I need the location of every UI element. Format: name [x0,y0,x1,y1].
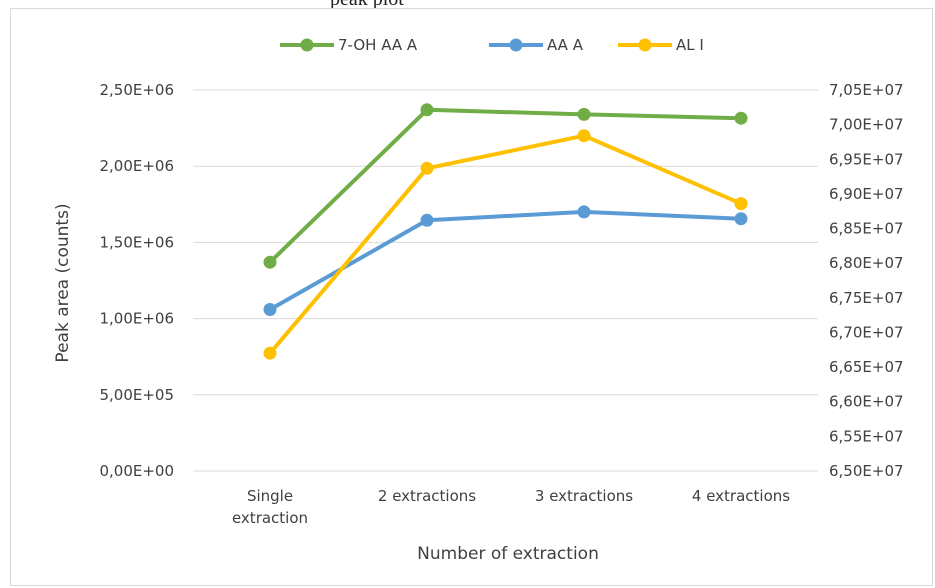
series-group [263,103,748,360]
y-axis-title: Peak area (counts) [53,203,73,362]
right-y-tick-label: 7,00E+07 [829,116,904,134]
series-line-al-i [268,133,743,356]
data-point-al-i [734,197,748,211]
left-y-tick-label: 5,00E+05 [99,386,174,404]
series-line-aa-a [268,209,743,312]
x-tick-label: 4 extractions [692,487,790,505]
legend-marker [300,38,314,52]
x-tick-label: 2 extractions [378,487,476,505]
right-y-tick-label: 6,90E+07 [829,185,904,203]
right-y-tick-label: 7,05E+07 [829,81,904,99]
data-point-7-oh-aa-a [577,107,591,121]
right-y-tick-label: 6,65E+07 [829,358,904,376]
series-line-7-oh-aa-a [268,107,743,265]
right-y-tick-label: 6,80E+07 [829,254,904,272]
x-tick-label: 3 extractions [535,487,633,505]
gridlines [193,89,818,472]
data-point-aa-a [577,205,591,219]
left-y-tick-label: 1,00E+06 [99,310,174,328]
legend-label: 7-OH AA A [338,36,418,54]
right-y-tick-label: 6,70E+07 [829,323,904,341]
data-point-7-oh-aa-a [734,111,748,125]
x-axis-title: Number of extraction [417,544,599,564]
left-y-tick-label: 0,00E+00 [99,462,174,480]
right-y-tick-label: 6,75E+07 [829,289,904,307]
data-point-aa-a [734,212,748,226]
left-y-tick-label: 2,50E+06 [99,81,174,99]
right-y-tick-label: 6,60E+07 [829,393,904,411]
data-point-7-oh-aa-a [263,255,277,269]
x-tick-label: extraction [232,509,308,527]
legend-marker [509,38,523,52]
chart-frame [10,8,933,586]
data-point-aa-a [420,213,434,227]
legend-marker [638,38,652,52]
x-axis-ticks: Single extraction 2 extractions 3 extractio… [232,487,790,527]
right-y-tick-label: 6,55E+07 [829,427,904,445]
data-point-al-i [420,161,434,175]
right-y-tick-label: 6,50E+07 [829,462,904,480]
left-y-tick-label: 2,00E+06 [99,157,174,175]
data-point-7-oh-aa-a [420,103,434,117]
page-header: peak plot [0,0,935,8]
data-point-al-i [577,129,591,143]
legend: 7-OH AA A AA A AL I [280,36,704,54]
legend-label: AA A [547,36,584,54]
left-y-tick-label: 1,50E+06 [99,233,174,251]
page-header-text: peak plot [330,0,404,8]
data-point-aa-a [263,303,277,316]
right-y-tick-label: 6,95E+07 [829,150,904,168]
x-tick-label: Single [247,487,293,505]
data-point-al-i [263,346,277,360]
legend-label: AL I [676,36,704,54]
right-y-tick-label: 6,85E+07 [829,220,904,238]
left-y-axis-ticks: 0,00E+00 5,00E+05 1,00E+06 1,50E+06 2,00E+06… [99,81,174,480]
right-y-axis-ticks: 6,50E+07 6,55E+07 6,60E+07 6,65E+07 6,70E+07… [829,81,904,480]
